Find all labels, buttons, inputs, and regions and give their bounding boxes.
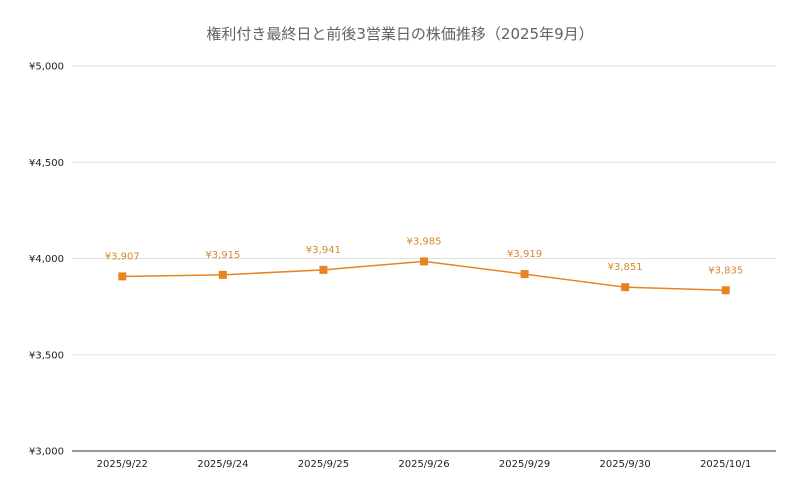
chart-title: 権利付き最終日と前後3営業日の株価推移（2025年9月） [206,25,593,43]
data-label: ¥3,851 [608,262,643,273]
data-label: ¥3,985 [407,236,442,247]
x-tick-label: 2025/9/24 [197,459,248,470]
y-tick-label: ¥5,000 [29,62,64,73]
y-tick-label: ¥4,500 [29,158,64,169]
y-tick-label: ¥4,000 [29,254,64,265]
x-tick-label: 2025/9/29 [499,459,550,470]
data-point-marker [420,257,428,266]
y-tick-label: ¥3,000 [29,447,64,458]
x-tick-label: 2025/9/26 [398,459,449,470]
data-point-marker [218,270,227,279]
y-axis-ticks: ¥3,000 ¥3,500 ¥4,000 ¥4,500 ¥5,000 [29,62,64,458]
x-tick-label: 2025/9/25 [298,459,349,470]
data-point-marker [621,283,630,292]
x-tick-label: 2025/9/30 [600,459,651,470]
data-point-marker [319,265,328,274]
data-label: ¥3,915 [205,250,240,261]
data-label: ¥3,835 [708,265,743,276]
data-point-marker [118,272,127,281]
data-label: ¥3,941 [306,245,341,256]
data-point-marker [721,286,730,295]
x-tick-label: 2025/10/1 [700,459,751,470]
y-tick-label: ¥3,500 [29,350,64,361]
data-point-marker [520,270,529,279]
data-label: ¥3,907 [105,251,140,262]
x-tick-label: 2025/9/22 [97,459,148,470]
data-markers [118,257,730,295]
data-labels: ¥3,907 ¥3,915 ¥3,941 ¥3,985 ¥3,919 ¥3,851 ¥3,8… [105,236,743,276]
data-label: ¥3,919 [507,249,542,260]
x-axis-ticks: 2025/9/22 2025/9/24 2025/9/25 2025/9/26 2025… [97,459,752,470]
